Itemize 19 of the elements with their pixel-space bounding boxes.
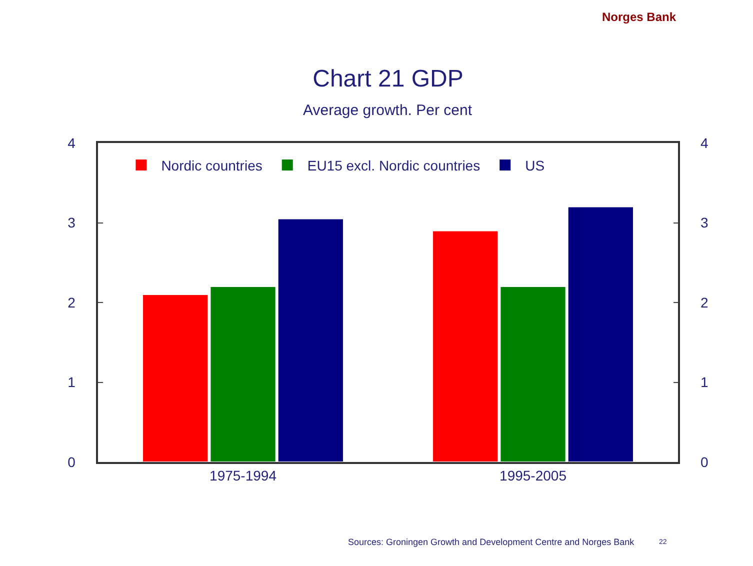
y2-tick-label: 2 <box>700 294 709 310</box>
chart-subtitle: Average growth. Per cent <box>303 102 473 119</box>
x-tick-label: 1995-2005 <box>500 468 567 484</box>
y-tick-label: 0 <box>68 454 76 470</box>
y-tick-label: 3 <box>68 214 76 231</box>
y2-tick-label: 3 <box>700 214 709 231</box>
y2-tick-label: 4 <box>700 134 709 151</box>
y2-tick-label: 0 <box>700 454 709 470</box>
y-tick-label: 4 <box>68 134 76 151</box>
text: Norges Bank <box>602 10 676 24</box>
x-tick-label: 1975-1994 <box>210 468 277 484</box>
y-tick-label: 1 <box>68 374 76 390</box>
y2-tick-label: 1 <box>700 374 709 390</box>
legend-label: EU15 excl. Nordic countries <box>307 157 480 174</box>
legend-label: Nordic countries <box>161 157 262 174</box>
legend-label: US <box>525 157 545 174</box>
chart-title: Chart 21 GDP <box>312 65 464 92</box>
y-tick-label: 2 <box>68 294 76 310</box>
source-note: Sources: Groningen Growth and Development Centre and Norges Bank <box>348 537 635 547</box>
